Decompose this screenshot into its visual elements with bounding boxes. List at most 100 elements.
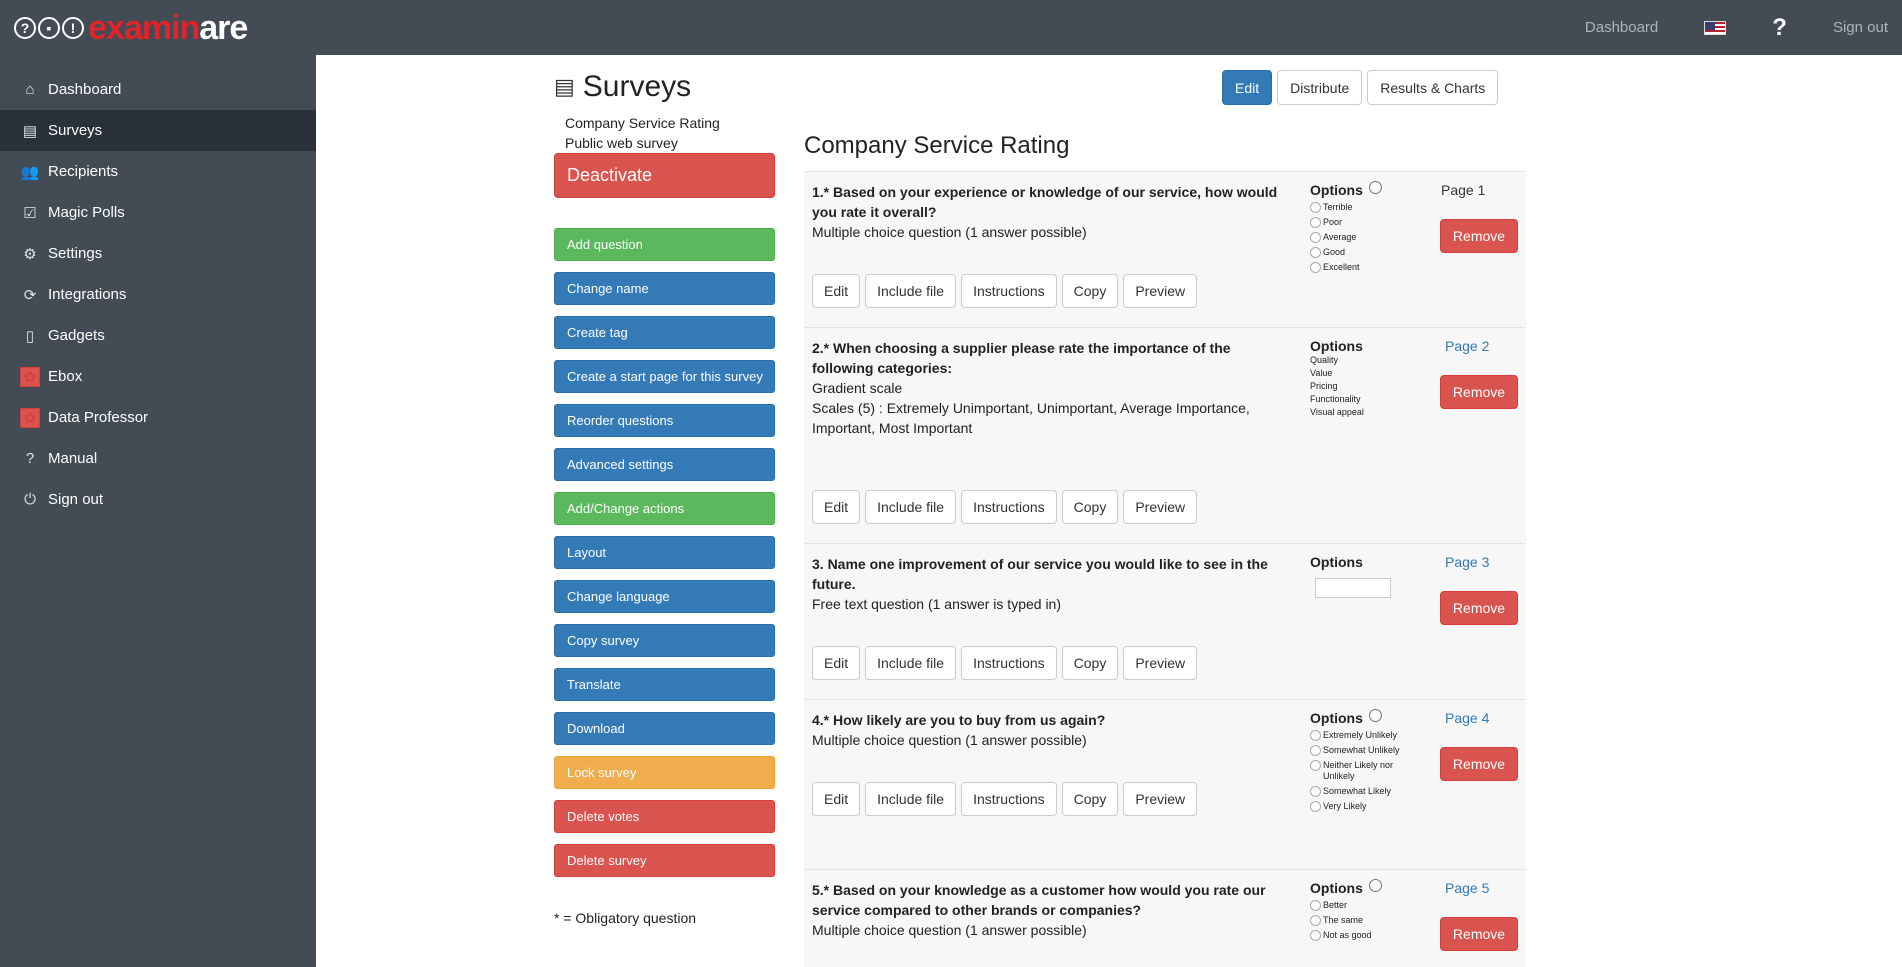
question-title: 3. Name one improvement of our service y… <box>812 556 1268 592</box>
sidebar-item-label: Manual <box>48 450 98 467</box>
survey-list-icon: ▤ <box>554 74 575 99</box>
top-dashboard-link[interactable]: Dashboard <box>1584 19 1659 36</box>
tab-edit[interactable]: Edit <box>1222 70 1273 105</box>
question-text: 2.* When choosing a supplier please rate… <box>812 338 1292 438</box>
edit-question-button[interactable]: Edit <box>812 646 861 680</box>
us-flag-icon[interactable] <box>1704 20 1727 35</box>
option-item[interactable]: Poor <box>1310 217 1420 228</box>
copy-survey-button[interactable]: Copy survey <box>554 624 775 657</box>
question-type: Multiple choice question (1 answer possi… <box>812 732 1087 748</box>
remove-question-button[interactable]: Remove <box>1440 375 1518 409</box>
option-item[interactable]: Good <box>1310 247 1420 258</box>
remove-question-button[interactable]: Remove <box>1440 591 1518 625</box>
option-item[interactable]: Very Likely <box>1310 801 1420 812</box>
free-text-input[interactable] <box>1315 578 1391 598</box>
layout-button[interactable]: Layout <box>554 536 775 569</box>
advanced-settings-button[interactable]: Advanced settings <box>554 448 775 481</box>
preview-button[interactable]: Preview <box>1123 646 1198 680</box>
sidebar-item-ebox[interactable]: ✿ Ebox <box>0 356 316 397</box>
sidebar-item-manual[interactable]: ? Manual <box>0 438 316 479</box>
sidebar-item-label: Dashboard <box>48 81 122 98</box>
instructions-button[interactable]: Instructions <box>961 646 1057 680</box>
tab-results-charts[interactable]: Results & Charts <box>1367 70 1499 105</box>
option-item[interactable]: Neither Likely nor Unlikely <box>1310 760 1420 782</box>
question-options: Options Quality Value Pricing Functional… <box>1310 338 1420 419</box>
option-item[interactable]: Excellent <box>1310 262 1420 273</box>
sidebar-item-gadgets[interactable]: ▯ Gadgets <box>0 315 316 356</box>
delete-survey-button[interactable]: Delete survey <box>554 844 775 877</box>
lock-survey-button[interactable]: Lock survey <box>554 756 775 789</box>
include-file-button[interactable]: Include file <box>865 782 957 816</box>
sidebar-item-data-professor[interactable]: ✿ Data Professor <box>0 397 316 438</box>
option-item[interactable]: Better <box>1310 900 1420 911</box>
refresh-icon: ⟳ <box>23 286 37 304</box>
preview-button[interactable]: Preview <box>1123 782 1198 816</box>
option-item[interactable]: The same <box>1310 915 1420 926</box>
logo-exclamation-icon: ! <box>62 17 84 39</box>
change-language-button[interactable]: Change language <box>554 580 775 613</box>
preview-button[interactable]: Preview <box>1123 274 1198 308</box>
options-label: Options <box>1310 708 1420 726</box>
sidebar-item-settings[interactable]: ⚙ Settings <box>0 233 316 274</box>
remove-question-button[interactable]: Remove <box>1440 219 1518 253</box>
question-card: 3. Name one improvement of our service y… <box>804 543 1526 699</box>
radio-icon <box>1310 247 1321 258</box>
box-icon: ✿ <box>20 407 40 428</box>
instructions-button[interactable]: Instructions <box>961 490 1057 524</box>
home-icon: ⌂ <box>25 81 35 98</box>
edit-question-button[interactable]: Edit <box>812 490 861 524</box>
option-item[interactable]: Somewhat Unlikely <box>1310 745 1420 756</box>
sidebar-item-label: Surveys <box>48 122 103 139</box>
create-start-page-button[interactable]: Create a start page for this survey <box>554 360 775 393</box>
change-name-button[interactable]: Change name <box>554 272 775 305</box>
add-change-actions-button[interactable]: Add/Change actions <box>554 492 775 525</box>
include-file-button[interactable]: Include file <box>865 274 957 308</box>
question-page-link[interactable]: Page 3 <box>1445 554 1490 570</box>
add-question-button[interactable]: Add question <box>554 228 775 261</box>
create-tag-button[interactable]: Create tag <box>554 316 775 349</box>
option-item[interactable]: Terrible <box>1310 202 1420 213</box>
radio-icon <box>1310 786 1321 797</box>
top-signout-link[interactable]: Sign out <box>1832 19 1888 36</box>
edit-question-button[interactable]: Edit <box>812 782 861 816</box>
copy-question-button[interactable]: Copy <box>1061 274 1119 308</box>
sidebar-item-label: Magic Polls <box>48 204 125 221</box>
sidebar-item-integrations[interactable]: ⟳ Integrations <box>0 274 316 315</box>
sidebar-item-dashboard[interactable]: ⌂ Dashboard <box>0 69 316 110</box>
copy-question-button[interactable]: Copy <box>1061 646 1119 680</box>
tab-distribute[interactable]: Distribute <box>1277 70 1363 105</box>
copy-question-button[interactable]: Copy <box>1061 490 1119 524</box>
option-item[interactable]: Not as good <box>1310 930 1420 941</box>
category-item: Value <box>1310 368 1333 378</box>
instructions-button[interactable]: Instructions <box>961 782 1057 816</box>
question-page-link[interactable]: Page 5 <box>1445 880 1490 896</box>
question-page-link[interactable]: Page 2 <box>1445 338 1490 354</box>
sidebar-item-sign-out[interactable]: ⏻ Sign out <box>0 479 316 520</box>
sidebar-item-magic-polls[interactable]: ☑ Magic Polls <box>0 192 316 233</box>
preview-button[interactable]: Preview <box>1123 490 1198 524</box>
question-page-link[interactable]: Page 4 <box>1445 710 1490 726</box>
edit-question-button[interactable]: Edit <box>812 274 861 308</box>
translate-button[interactable]: Translate <box>554 668 775 701</box>
help-icon[interactable]: ? <box>1772 13 1787 41</box>
remove-question-button[interactable]: Remove <box>1440 747 1518 781</box>
option-item[interactable]: Extremely Unlikely <box>1310 730 1420 741</box>
checkbox-icon: ☑ <box>23 204 37 222</box>
delete-votes-button[interactable]: Delete votes <box>554 800 775 833</box>
include-file-button[interactable]: Include file <box>865 490 957 524</box>
instructions-button[interactable]: Instructions <box>961 274 1057 308</box>
remove-question-button[interactable]: Remove <box>1440 917 1518 951</box>
deactivate-button[interactable]: Deactivate <box>554 153 775 198</box>
examinare-logo[interactable]: ? ▪ ! examin are <box>14 11 248 45</box>
option-item[interactable]: Average <box>1310 232 1420 243</box>
sidebar-item-surveys[interactable]: ▤ Surveys <box>0 110 316 151</box>
copy-question-button[interactable]: Copy <box>1061 782 1119 816</box>
sidebar-item-recipients[interactable]: 👥 Recipients <box>0 151 316 192</box>
radio-icon <box>1310 232 1321 243</box>
include-file-button[interactable]: Include file <box>865 646 957 680</box>
option-item[interactable]: Somewhat Likely <box>1310 786 1420 797</box>
sidebar-item-label: Data Professor <box>48 409 149 426</box>
download-button[interactable]: Download <box>554 712 775 745</box>
reorder-questions-button[interactable]: Reorder questions <box>554 404 775 437</box>
question-card: 2.* When choosing a supplier please rate… <box>804 327 1526 543</box>
